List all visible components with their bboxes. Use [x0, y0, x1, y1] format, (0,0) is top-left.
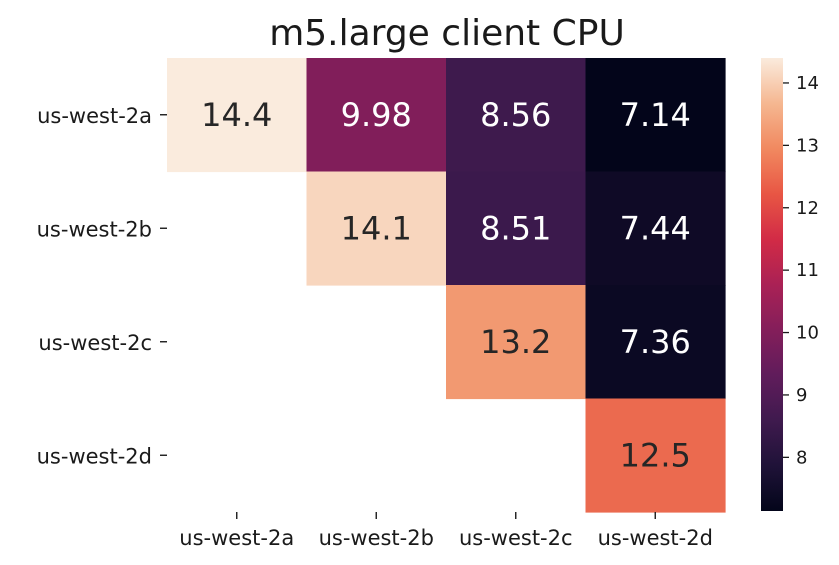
colorbar-tick-label: 10 — [796, 323, 819, 344]
cell-value-label: 13.2 — [480, 323, 551, 361]
y-axis: us-west-2a us-west-2b us-west-2c us-west-2d — [37, 104, 167, 468]
heatmap-cell — [306, 58, 447, 173]
colorbar-tick-label: 11 — [796, 260, 819, 281]
heatmap-cell — [585, 58, 726, 173]
colorbar-tick-label: 12 — [796, 198, 819, 219]
cell-value-label: 8.56 — [480, 96, 551, 134]
heatmap-cell — [585, 285, 726, 400]
cell-value-label: 7.14 — [620, 96, 691, 134]
heatmap-cell — [446, 58, 587, 173]
cell-value-label: 7.44 — [620, 209, 691, 247]
heatmap-cell — [306, 171, 447, 286]
colorbar-tick-label: 9 — [796, 385, 807, 406]
heatmap-cell — [585, 171, 726, 286]
heatmap-cell — [167, 58, 308, 173]
cell-value-label: 7.36 — [620, 323, 691, 361]
colorbar: 8 9 10 11 12 13 14 — [761, 58, 819, 511]
x-tick-label: us-west-2c — [459, 526, 573, 550]
x-tick-label: us-west-2a — [179, 526, 294, 550]
cell-value-label: 14.4 — [201, 96, 272, 134]
y-tick-label: us-west-2c — [38, 331, 152, 355]
y-tick-label: us-west-2a — [37, 104, 152, 128]
heatmap-cell — [446, 171, 587, 286]
heatmap-cells: 14.4 9.98 8.56 7.14 14.1 8.51 7.44 13.2 7.36 12.5 — [167, 58, 726, 513]
x-tick-label: us-west-2b — [319, 526, 434, 550]
colorbar-tick-label: 8 — [796, 447, 807, 468]
colorbar-gradient — [761, 58, 783, 511]
x-tick-label: us-west-2d — [598, 526, 713, 550]
cell-value-label: 12.5 — [620, 436, 691, 474]
colorbar-tick-label: 13 — [796, 135, 819, 156]
cell-value-label: 14.1 — [341, 209, 412, 247]
heatmap-cell — [446, 285, 587, 400]
chart-title: m5.large client CPU — [269, 13, 625, 54]
cell-value-label: 9.98 — [341, 96, 412, 134]
heatmap-cell — [585, 398, 726, 513]
y-tick-label: us-west-2b — [37, 217, 152, 241]
cell-value-label: 8.51 — [480, 209, 551, 247]
x-axis: us-west-2a us-west-2b us-west-2c us-west-2d — [179, 512, 713, 550]
colorbar-tick-label: 14 — [796, 73, 819, 94]
y-tick-label: us-west-2d — [37, 444, 152, 468]
